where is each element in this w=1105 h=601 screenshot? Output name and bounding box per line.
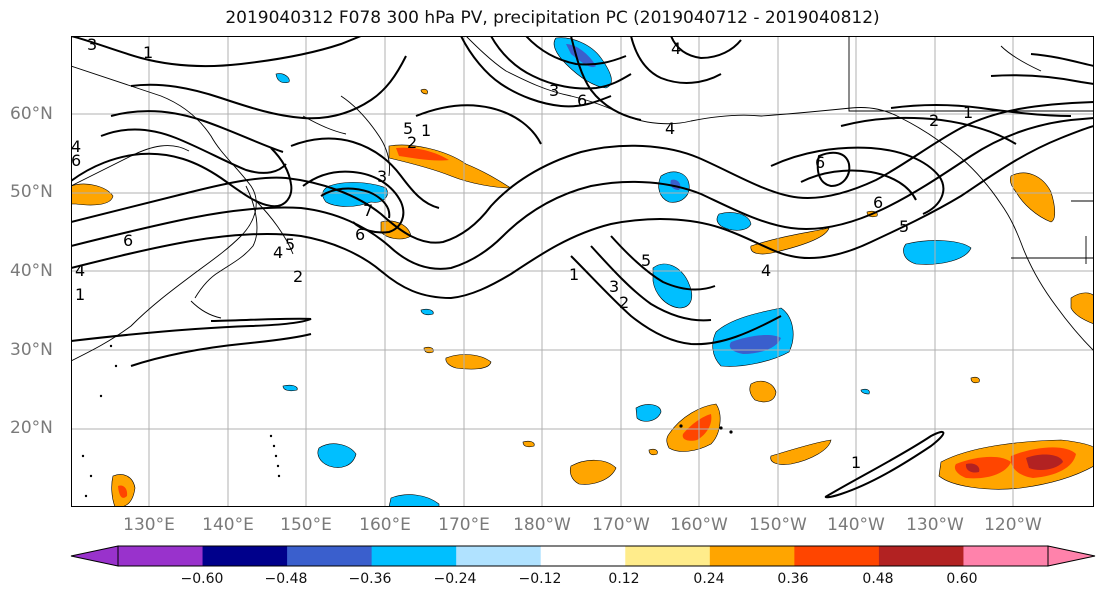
colorbar-tick: −0.24 xyxy=(433,571,477,587)
svg-text:6: 6 xyxy=(815,153,825,172)
lon-label-140e: 140°E xyxy=(202,515,254,535)
map-border xyxy=(71,36,1094,507)
colorbar-segment xyxy=(963,546,1048,566)
svg-text:4: 4 xyxy=(71,137,81,156)
lat-label-20n: 20°N xyxy=(10,418,53,438)
svg-text:5: 5 xyxy=(403,119,413,138)
svg-text:5: 5 xyxy=(285,235,295,254)
lon-label-150w: 150°W xyxy=(749,515,807,535)
svg-text:4: 4 xyxy=(75,261,85,280)
lon-label-170e: 170°E xyxy=(438,515,490,535)
svg-text:2: 2 xyxy=(407,133,417,152)
lon-label-140w: 140°W xyxy=(827,515,885,535)
colorbar-segment xyxy=(287,546,373,566)
svg-text:6: 6 xyxy=(71,151,81,170)
svg-text:5: 5 xyxy=(641,251,651,270)
colorbar-segment xyxy=(709,546,795,566)
colorbar-tick: 0.60 xyxy=(946,571,978,587)
colorbar-segment xyxy=(540,546,626,566)
svg-text:6: 6 xyxy=(355,225,365,244)
svg-text:7: 7 xyxy=(363,201,373,220)
svg-text:5: 5 xyxy=(899,217,909,236)
svg-text:1: 1 xyxy=(569,265,579,284)
colorbar-segment xyxy=(625,546,711,566)
svg-text:1: 1 xyxy=(143,43,153,62)
colorbar-segment xyxy=(202,546,288,566)
svg-text:1: 1 xyxy=(421,121,431,140)
svg-text:4: 4 xyxy=(273,243,283,262)
svg-text:2: 2 xyxy=(929,111,939,130)
lat-label-60n: 60°N xyxy=(10,104,53,124)
svg-text:3: 3 xyxy=(609,277,619,296)
colorbar-tick: 0.12 xyxy=(608,571,640,587)
lon-label-120w: 120°W xyxy=(984,515,1042,535)
svg-text:4: 4 xyxy=(665,119,675,138)
colorbar-tick: 0.24 xyxy=(693,571,725,587)
svg-text:4: 4 xyxy=(671,39,681,58)
lat-label-50n: 50°N xyxy=(10,182,53,202)
svg-text:3: 3 xyxy=(87,36,97,54)
map-plot: 3 1 4 3 6 4 2 1 5 2 1 6 6 5 4 3 6 7 6 5 … xyxy=(71,36,1094,507)
svg-text:1: 1 xyxy=(963,103,973,122)
colorbar-tick: −0.12 xyxy=(518,571,562,587)
precip-positive-shading xyxy=(71,88,1094,507)
colorbar-extend-low xyxy=(71,546,118,566)
lon-label-160w: 160°W xyxy=(670,515,728,535)
colorbar-segment xyxy=(371,546,457,566)
lat-label-30n: 30°N xyxy=(10,340,53,360)
colorbar-segment xyxy=(456,546,542,566)
islands xyxy=(81,344,733,498)
lon-label-170w: 170°W xyxy=(592,515,650,535)
svg-text:2: 2 xyxy=(293,267,303,286)
colorbar-tick: 0.36 xyxy=(777,571,809,587)
svg-text:6: 6 xyxy=(873,193,883,212)
svg-text:1: 1 xyxy=(851,453,861,472)
lon-label-180w: 180°W xyxy=(513,515,571,535)
contour-labels: 3 1 4 3 6 4 2 1 5 2 1 6 6 5 4 3 6 7 6 5 … xyxy=(71,36,973,472)
svg-text:3: 3 xyxy=(377,167,387,186)
svg-text:4: 4 xyxy=(761,261,771,280)
lat-label-40n: 40°N xyxy=(10,261,53,281)
colorbar-segment xyxy=(878,546,964,566)
svg-text:3: 3 xyxy=(549,81,559,100)
map-title: 2019040312 F078 300 hPa PV, precipitatio… xyxy=(225,8,880,28)
svg-text:2: 2 xyxy=(619,293,629,312)
colorbar-segment xyxy=(794,546,880,566)
lon-label-130e: 130°E xyxy=(123,515,175,535)
lon-label-160e: 160°E xyxy=(359,515,411,535)
colorbar-tick: −0.48 xyxy=(264,571,308,587)
colorbar-extend-high xyxy=(1048,546,1095,566)
colorbar xyxy=(70,545,1096,567)
lon-label-150e: 150°E xyxy=(280,515,332,535)
svg-text:6: 6 xyxy=(577,91,587,110)
colorbar-segment xyxy=(118,546,204,566)
colorbar-tick: −0.60 xyxy=(180,571,224,587)
svg-text:6: 6 xyxy=(123,231,133,250)
colorbar-tick: 0.48 xyxy=(862,571,894,587)
pv-contours xyxy=(71,36,1094,499)
colorbar-tick: −0.36 xyxy=(348,571,392,587)
svg-text:1: 1 xyxy=(75,285,85,304)
lon-label-130w: 130°W xyxy=(906,515,964,535)
